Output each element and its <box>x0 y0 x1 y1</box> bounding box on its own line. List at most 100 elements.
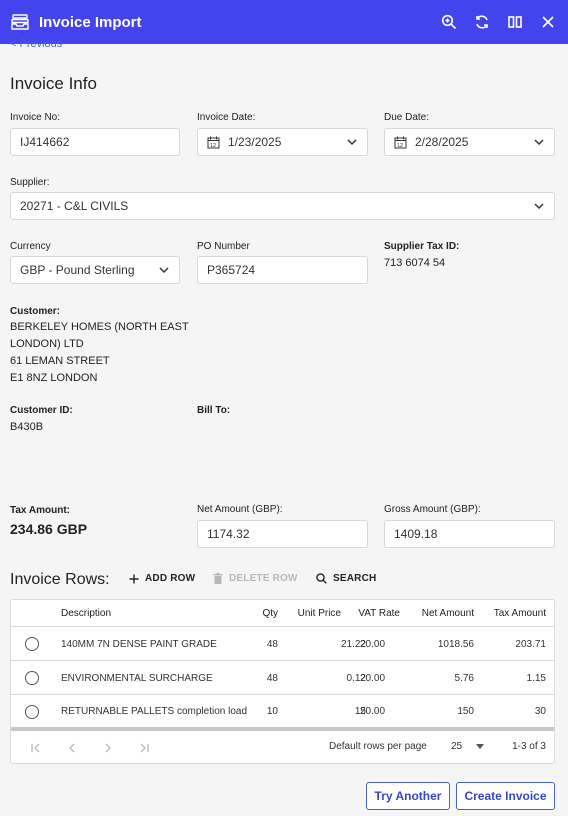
customer-id-label: Customer ID: <box>10 405 73 416</box>
po-number-label: PO Number <box>197 241 250 252</box>
cell-description: ENVIRONMENTAL SURCHARGE <box>61 673 213 684</box>
table-row[interactable]: RETURNABLE PALLETS completion load 10 15… <box>11 695 554 727</box>
po-number-input[interactable]: P365724 <box>197 256 368 284</box>
row-select-radio[interactable] <box>25 637 39 651</box>
cell-vat-rate: 20.00 <box>360 639 386 650</box>
try-another-button[interactable]: Try Another <box>366 782 450 810</box>
cell-qty: 48 <box>266 639 278 650</box>
column-header-description[interactable]: Description <box>61 608 112 619</box>
cell-net-amount: 150 <box>457 706 474 717</box>
column-header-qty[interactable]: Qty <box>262 608 278 619</box>
close-icon[interactable] <box>538 12 558 32</box>
gross-amount-value: 1409.18 <box>394 527 438 541</box>
invoice-no-input[interactable]: IJ414662 <box>10 128 180 156</box>
gross-amount-label: Gross Amount (GBP): <box>384 504 481 515</box>
cell-tax-amount: 30 <box>534 706 546 717</box>
create-invoice-button[interactable]: Create Invoice <box>456 782 555 810</box>
net-amount-input[interactable]: 1174.32 <box>197 520 368 548</box>
cell-tax-amount: 203.71 <box>515 639 546 650</box>
due-date-picker[interactable]: 12 2/28/2025 <box>384 128 555 156</box>
cell-unit-price: 15 <box>354 706 366 717</box>
invoice-no-value: IJ414662 <box>20 135 70 149</box>
table-row[interactable]: 140MM 7N DENSE PAINT GRADE 48 21.22 20.0… <box>11 627 554 661</box>
customer-line: LONDON) LTD <box>10 338 84 350</box>
invoice-date-value: 1/23/2025 <box>228 135 282 149</box>
customer-address: BERKELEY HOMES (NORTH EAST LONDON) LTD 6… <box>10 319 200 387</box>
add-row-label: ADD ROW <box>145 573 196 584</box>
currency-label: Currency <box>10 241 51 252</box>
customer-line: BERKELEY HOMES (NORTH EAST <box>10 321 189 333</box>
previous-page-icon[interactable] <box>65 741 79 755</box>
supplier-select[interactable]: 20271 - C&L CIVILS <box>10 192 555 220</box>
next-page-icon[interactable] <box>101 741 115 755</box>
grid-footer: Default rows per page 25 1-3 of 3 <box>11 731 554 763</box>
search-label: SEARCH <box>333 573 377 584</box>
app-header: Invoice Import <box>0 0 568 44</box>
row-select-radio[interactable] <box>25 671 39 685</box>
tax-amount-value: 234.86 GBP <box>10 521 88 537</box>
horizontal-scrollbar[interactable] <box>11 727 554 731</box>
chevron-down-icon <box>159 267 169 274</box>
rows-per-page-select[interactable]: 25 <box>451 741 463 752</box>
due-date-label: Due Date: <box>384 112 430 123</box>
calendar-icon: 12 <box>394 136 407 149</box>
chevron-down-icon <box>347 139 357 146</box>
add-row-button[interactable]: ADD ROW <box>129 573 195 584</box>
search-button[interactable]: SEARCH <box>316 573 376 584</box>
invoice-no-label: Invoice No: <box>10 112 61 123</box>
table-row[interactable]: ENVIRONMENTAL SURCHARGE 48 0.12 20.00 5.… <box>11 661 554 695</box>
last-page-icon[interactable] <box>137 741 151 755</box>
cell-tax-amount: 1.15 <box>526 673 546 684</box>
cell-qty: 10 <box>266 706 278 717</box>
invoice-date-picker[interactable]: 12 1/23/2025 <box>197 128 368 156</box>
gross-amount-input[interactable]: 1409.18 <box>384 520 555 548</box>
cell-unit-price: 0.12 <box>346 673 366 684</box>
cell-vat-rate: 20.00 <box>360 673 386 684</box>
caret-down-icon[interactable] <box>476 744 484 749</box>
refresh-icon[interactable] <box>472 12 492 32</box>
invoice-rows-grid: Description Qty Unit Price VAT Rate Net … <box>10 599 555 764</box>
inbox-stack-icon <box>11 14 29 30</box>
customer-line: 61 LEMAN STREET <box>10 355 110 367</box>
rows-per-page-label: Default rows per page <box>329 741 427 752</box>
search-icon <box>316 573 327 584</box>
customer-line: E1 8NZ LONDON <box>10 372 98 384</box>
cell-net-amount: 5.76 <box>454 673 474 684</box>
delete-row-button[interactable]: DELETE ROW <box>213 573 298 584</box>
svg-text:12: 12 <box>210 143 216 149</box>
column-header-net-amount[interactable]: Net Amount <box>421 608 474 619</box>
delete-row-label: DELETE ROW <box>229 573 298 584</box>
tax-amount-label: Tax Amount: <box>10 505 70 516</box>
previous-link[interactable]: < Previous <box>10 38 63 50</box>
cell-unit-price: 21.22 <box>340 639 366 650</box>
column-header-unit-price[interactable]: Unit Price <box>297 608 341 619</box>
pagination-range: 1-3 of 3 <box>512 741 546 752</box>
cell-net-amount: 1018.56 <box>437 639 474 650</box>
calendar-icon: 12 <box>207 136 220 149</box>
net-amount-label: Net Amount (GBP): <box>197 504 283 515</box>
currency-select[interactable]: GBP - Pound Sterling <box>10 256 180 284</box>
customer-label: Customer: <box>10 306 61 317</box>
cell-qty: 48 <box>266 673 278 684</box>
cell-vat-rate: 20.00 <box>360 706 386 717</box>
columns-icon[interactable] <box>505 12 525 32</box>
net-amount-value: 1174.32 <box>207 527 250 541</box>
first-page-icon[interactable] <box>29 741 43 755</box>
chevron-down-icon <box>534 203 544 210</box>
supplier-label: Supplier: <box>10 177 50 188</box>
supplier-tax-id-label: Supplier Tax ID: <box>384 241 460 252</box>
column-header-vat-rate[interactable]: VAT Rate <box>358 608 400 619</box>
bill-to-label: Bill To: <box>197 405 231 416</box>
supplier-tax-id-value: 713 6074 54 <box>384 257 446 269</box>
invoice-date-label: Invoice Date: <box>197 112 256 123</box>
cell-description: RETURNABLE PALLETS completion load <box>61 706 248 717</box>
column-header-tax-amount[interactable]: Tax Amount <box>493 608 546 619</box>
row-select-radio[interactable] <box>25 705 39 719</box>
currency-value: GBP - Pound Sterling <box>20 263 135 277</box>
chevron-down-icon <box>534 139 544 146</box>
po-number-value: P365724 <box>207 263 256 277</box>
zoom-icon[interactable] <box>439 12 459 32</box>
app-title: Invoice Import <box>39 13 142 31</box>
plus-icon <box>129 574 139 583</box>
trash-icon <box>213 573 223 584</box>
